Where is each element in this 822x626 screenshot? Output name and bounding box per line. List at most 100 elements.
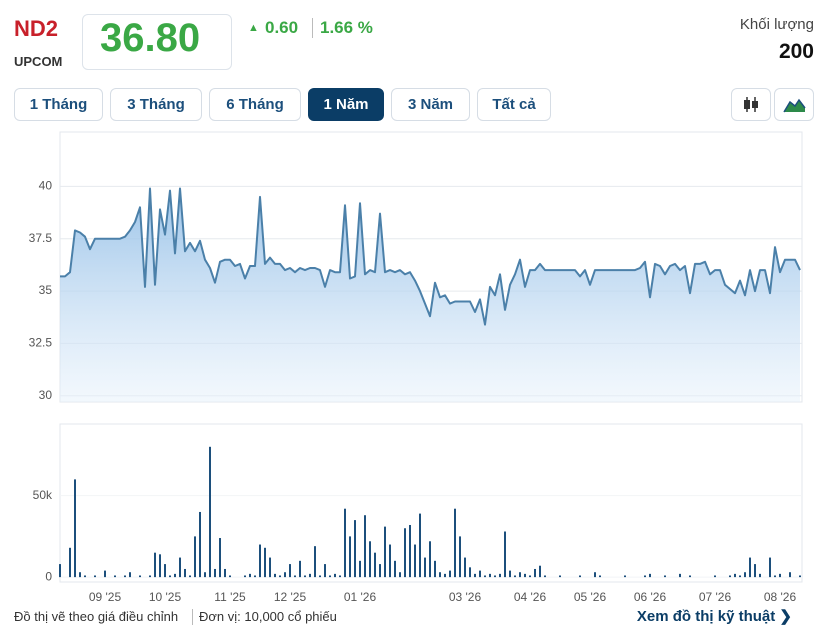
volume-bar	[199, 511, 201, 578]
volume-bar	[179, 557, 181, 578]
volume-bar	[324, 564, 326, 578]
footer-unit: Đơn vị: 10,000 cổ phiếu	[199, 609, 337, 624]
volume-bar	[404, 528, 406, 578]
volume-bar	[499, 573, 501, 578]
volume-label: Khối lượng	[739, 16, 814, 33]
symbol: ND2	[14, 16, 59, 41]
volume: 200	[778, 40, 814, 63]
x-tick-label: 08 '26	[764, 590, 797, 604]
volume-bar	[289, 564, 291, 578]
volume-bar	[384, 526, 386, 578]
price-line	[60, 187, 801, 326]
exchange: UPCOM	[14, 54, 63, 69]
y-tick-label: 50k	[33, 488, 53, 502]
volume-bar	[789, 572, 791, 578]
price-box	[82, 14, 232, 70]
volume-bar	[189, 575, 191, 578]
volume-bar	[484, 575, 486, 578]
volume-bar	[149, 575, 151, 578]
x-tick-label: 03 '26	[449, 590, 482, 604]
range-tab[interactable]: 3 Tháng	[110, 88, 202, 121]
volume-bar	[559, 575, 561, 578]
candlestick-button[interactable]	[731, 88, 771, 121]
volume-bar	[524, 573, 526, 578]
volume-bar	[379, 564, 381, 578]
volume-bar	[154, 552, 156, 578]
volume-bar	[759, 573, 761, 578]
volume-bar	[204, 572, 206, 578]
volume-bar	[374, 552, 376, 578]
volume-bar	[769, 557, 771, 578]
volume-bar	[159, 554, 161, 578]
volume-bar	[729, 575, 731, 578]
volume-bar	[244, 575, 246, 578]
volume-bar	[414, 544, 416, 578]
volume-bar	[649, 573, 651, 578]
volume-bar	[164, 564, 166, 578]
volume-bar	[219, 538, 221, 578]
volume-bar	[434, 560, 436, 578]
volume-bar	[644, 575, 646, 578]
volume-bar	[79, 572, 81, 578]
chevron: ❯	[779, 608, 792, 625]
x-tick-label: 09 '25	[89, 590, 122, 604]
volume-bar	[394, 560, 396, 578]
volume-bar	[519, 572, 521, 578]
volume-bar	[124, 575, 126, 578]
divider	[192, 609, 193, 625]
area-button[interactable]	[774, 88, 814, 121]
volume-bar	[474, 573, 476, 578]
volume-bar	[494, 575, 496, 578]
volume-bar	[279, 575, 281, 578]
volume-bar	[664, 575, 666, 578]
range-tab[interactable]: 1 Tháng	[14, 88, 103, 121]
volume-bar	[534, 568, 536, 578]
volume-bar	[139, 575, 141, 578]
volume-bar	[479, 570, 481, 578]
volume-bar	[514, 575, 516, 578]
volume-bar	[334, 573, 336, 578]
volume-bar	[409, 524, 411, 578]
volume-bar	[599, 575, 601, 578]
volume-bar	[69, 547, 71, 578]
volume-bar	[744, 572, 746, 578]
volume-bar	[209, 446, 211, 578]
area-icon	[783, 98, 806, 113]
volume-bar	[284, 572, 286, 578]
y-tick-label: 30	[39, 388, 53, 402]
volume-bar	[429, 541, 431, 578]
volume-bar	[254, 575, 256, 578]
volume-bar	[104, 570, 106, 578]
x-tick-label: 04 '26	[514, 590, 547, 604]
range-tab[interactable]: 1 Năm	[308, 88, 384, 121]
volume-bar	[344, 508, 346, 578]
volume-bar	[454, 508, 456, 578]
volume-bar	[349, 536, 351, 578]
volume-bar	[439, 572, 441, 578]
volume-bar	[214, 568, 216, 578]
volume-bar	[194, 536, 196, 578]
volume-bar	[509, 570, 511, 578]
candlestick-icon	[744, 97, 758, 112]
range-tab[interactable]: 6 Tháng	[209, 88, 301, 121]
x-tick-label: 07 '26	[699, 590, 732, 604]
volume-bar	[749, 557, 751, 578]
y-tick-label: 40	[39, 179, 53, 193]
volume-bar	[174, 573, 176, 578]
volume-bar	[359, 560, 361, 578]
volume-bar	[544, 575, 546, 578]
up-arrow: ▲	[248, 22, 259, 34]
volume-bar	[714, 575, 716, 578]
volume-bar	[579, 575, 581, 578]
price: 36.80	[100, 16, 201, 60]
volume-bar	[114, 575, 116, 578]
volume-bar	[299, 560, 301, 578]
volume-bar	[689, 575, 691, 578]
volume-bar	[224, 568, 226, 578]
volume-bar	[354, 520, 356, 578]
volume-bar	[459, 536, 461, 578]
range-tab[interactable]: Tất cả	[477, 88, 551, 121]
technical-chart-link[interactable]: Xem đồ thị kỹ thuật ❯	[637, 607, 792, 625]
volume-bar	[419, 513, 421, 578]
range-tab[interactable]: 3 Năm	[391, 88, 470, 121]
